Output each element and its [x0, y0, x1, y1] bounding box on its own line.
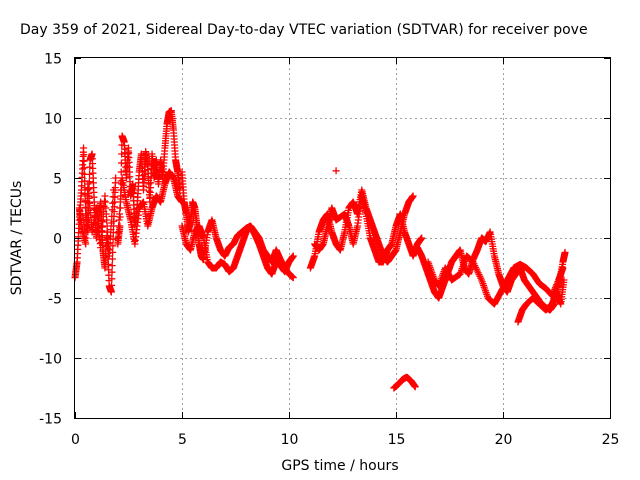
x-tick-label: 10	[281, 432, 299, 448]
data-point	[560, 276, 568, 284]
data-point	[117, 192, 125, 200]
data-point	[115, 216, 123, 224]
data-point	[82, 222, 90, 230]
data-point	[103, 222, 111, 230]
data-point	[82, 240, 90, 248]
data-points	[71, 107, 569, 392]
data-point	[86, 170, 94, 178]
data-point	[114, 234, 122, 242]
data-point	[108, 275, 116, 283]
data-point	[107, 226, 115, 234]
data-point	[83, 210, 91, 218]
data-point	[561, 248, 569, 256]
data-point	[80, 144, 88, 152]
data-point	[409, 192, 417, 200]
data-point	[103, 216, 111, 224]
data-point	[80, 157, 88, 165]
data-point	[107, 232, 115, 240]
data-point	[108, 212, 116, 220]
data-point	[108, 206, 116, 214]
data-point	[82, 228, 90, 236]
data-point	[109, 193, 117, 201]
y-tick-labels: -15 -10 -5 0 5 10 15	[39, 52, 62, 428]
data-point	[80, 151, 88, 159]
data-point	[418, 234, 426, 242]
data-point	[105, 252, 113, 260]
x-tick-label: 0	[71, 432, 80, 448]
data-point	[289, 252, 297, 260]
data-point	[107, 288, 115, 296]
plot-frame	[74, 57, 611, 419]
x-tick-label: 20	[495, 432, 513, 448]
y-tick-label: 10	[44, 112, 62, 128]
y-tick-label: 5	[53, 172, 62, 188]
data-point	[102, 204, 110, 212]
data-point	[114, 228, 122, 236]
data-point	[108, 281, 116, 289]
y-tick-label: 0	[53, 232, 62, 248]
data-point	[106, 239, 114, 247]
x-axis-label: GPS time / hours	[281, 458, 398, 474]
data-point	[106, 245, 114, 253]
data-point	[115, 222, 123, 230]
data-point	[289, 274, 297, 282]
y-tick-label: 15	[44, 52, 62, 68]
x-tick-label: 15	[388, 432, 406, 448]
data-point	[411, 383, 419, 391]
data-point	[332, 167, 340, 175]
x-tick-labels: 0 5 10 15 20 25	[71, 432, 619, 448]
data-point	[108, 268, 116, 276]
x-tick-label: 25	[602, 432, 620, 448]
y-tick-label: -5	[48, 292, 62, 308]
data-point	[101, 198, 109, 206]
data-point	[108, 262, 116, 270]
data-point	[116, 210, 124, 218]
data-point	[83, 216, 91, 224]
data-point	[82, 234, 90, 242]
data-point	[110, 186, 118, 194]
data-point	[112, 174, 120, 182]
data-point	[116, 204, 124, 212]
data-point	[559, 264, 567, 272]
data-point	[108, 255, 116, 263]
data-point	[102, 210, 110, 218]
data-point	[116, 198, 124, 206]
data-point	[86, 163, 94, 171]
y-axis-label: SDTVAR / TECUs	[9, 181, 25, 296]
chart-title: Day 359 of 2021, Sidereal Day-to-day VTE…	[20, 22, 588, 38]
data-point	[107, 219, 115, 227]
data-point	[101, 192, 109, 200]
x-tick-label: 5	[178, 432, 187, 448]
data-point	[109, 248, 117, 256]
axis-ticks	[75, 58, 611, 419]
y-tick-label: -15	[39, 412, 62, 428]
data-point	[109, 199, 117, 207]
y-tick-label: -10	[39, 352, 62, 368]
